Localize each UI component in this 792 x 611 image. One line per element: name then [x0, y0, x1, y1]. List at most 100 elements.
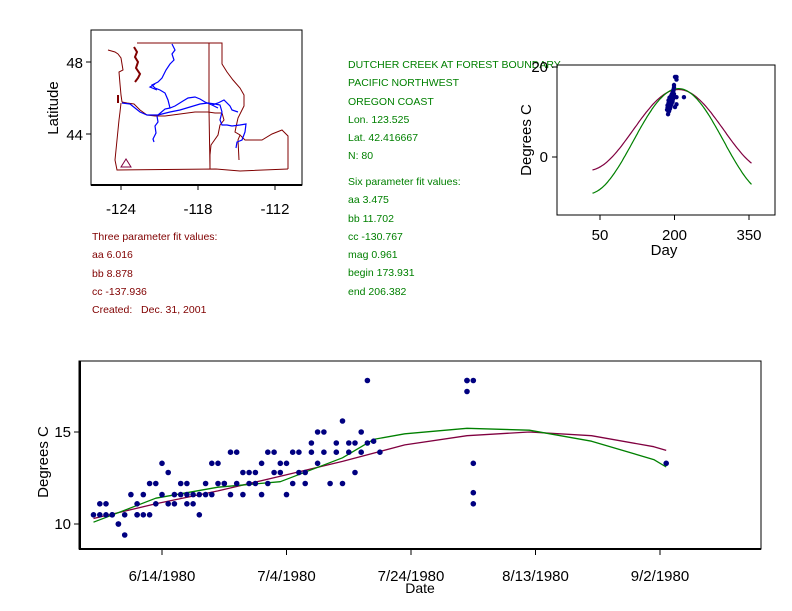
map-x-tick-label: -118 — [184, 201, 213, 218]
timeseries-data-point — [333, 440, 340, 446]
six-param-aa: aa 3.475 — [348, 194, 389, 207]
timeseries-axes: 6/14/1980 7/4/1980 7/24/1980 8/13/1980 9/2/1… — [54, 424, 689, 585]
timeseries-data-point — [258, 491, 265, 498]
timeseries-data-point — [90, 512, 97, 518]
station-lon: Lon. 123.525 — [348, 113, 410, 126]
timeseries-data-point — [202, 480, 209, 487]
timeseries-data-point — [159, 491, 165, 498]
timeseries-data-point — [184, 480, 190, 487]
timeseries-data-point — [171, 501, 178, 507]
timeseries-data-point — [346, 449, 352, 456]
timeseries-x-tick-label: 7/24/1980 — [378, 568, 445, 585]
timeseries-data-point — [202, 491, 209, 498]
timeseries-data-point — [470, 460, 477, 467]
timeseries-data-point — [171, 491, 178, 498]
timeseries-three-param-fit-curve — [93, 431, 667, 520]
timeseries-data-point — [271, 449, 277, 456]
station-region: PACIFIC NORTHWEST — [348, 77, 460, 90]
timeseries-data-point — [352, 440, 358, 446]
timeseries-points — [90, 377, 669, 538]
annual-x-tick-label: 200 — [662, 227, 687, 244]
timeseries-data-point — [289, 449, 296, 456]
timeseries-data-point — [314, 429, 321, 435]
three-param-aa: aa 6.016 — [92, 249, 133, 262]
annual-data-point — [681, 94, 687, 100]
six-param-block: Six parameter fit values: aa 3.475 bb 11… — [348, 173, 461, 301]
puget-sound — [133, 46, 142, 83]
timeseries-data-point — [121, 532, 128, 538]
timeseries-data-point — [121, 512, 128, 518]
timeseries-x-tick-label: 9/2/1980 — [631, 568, 689, 585]
timeseries-data-point — [358, 429, 365, 435]
six-param-begin: begin 173.931 — [348, 267, 415, 280]
timeseries-data-point — [321, 429, 327, 435]
timeseries-data-point — [333, 449, 340, 456]
wenatchee-tributary — [148, 83, 158, 91]
timeseries-data-point — [252, 469, 259, 476]
timeseries-y-tick-label: 15 — [54, 424, 71, 441]
timeseries-data-point — [159, 460, 165, 467]
site-marker-triangle — [120, 158, 132, 168]
timeseries-x-tick-label: 6/14/1980 — [129, 568, 196, 585]
timeseries-data-point — [296, 469, 302, 476]
timeseries-data-point — [165, 469, 171, 476]
timeseries-data-point — [153, 501, 159, 507]
created-date: Created: Dec. 31, 2001 — [92, 304, 207, 317]
timeseries-data-point — [277, 469, 284, 476]
map-y-tick-label: 44 — [66, 127, 83, 144]
timeseries-data-point — [246, 469, 252, 476]
timeseries-data-point — [233, 449, 240, 456]
annual-chart-frame — [556, 64, 776, 216]
timeseries-data-point — [115, 521, 122, 527]
state-boundaries — [107, 42, 289, 172]
yakima-tributary — [150, 43, 176, 109]
timeseries-data-point — [227, 491, 234, 498]
timeseries-x-axis-label: Date — [405, 580, 435, 596]
map-y-tick-label: 48 — [66, 55, 83, 72]
timeseries-data-point — [184, 501, 190, 507]
timeseries-y-axis-label: Degrees C — [35, 426, 52, 498]
timeseries-data-point — [165, 501, 171, 507]
station-lat: Lat. 42.416667 — [348, 132, 419, 145]
timeseries-data-point — [308, 449, 315, 456]
six-param-cc: cc -130.767 — [348, 230, 403, 243]
timeseries-data-point — [339, 418, 346, 424]
timeseries-six-param-fit-curve — [93, 427, 667, 523]
annual-data-point — [671, 82, 677, 88]
six-param-end: end 206.382 — [348, 285, 407, 298]
timeseries-data-point — [265, 480, 271, 487]
timeseries-data-point — [364, 377, 371, 384]
timeseries-data-point — [364, 440, 371, 446]
timeseries-data-point — [346, 440, 352, 446]
timeseries-data-point — [103, 512, 109, 518]
timeseries-data-point — [134, 501, 140, 507]
timeseries-curves — [93, 427, 667, 523]
timeseries-data-point — [128, 491, 134, 498]
timeseries-data-point — [663, 460, 669, 467]
timeseries-data-point — [302, 469, 309, 476]
timeseries-data-point — [97, 501, 103, 507]
timeseries-data-point — [302, 480, 309, 487]
station-info-block: DUTCHER CREEK AT FOREST BOUNDARY PACIFIC… — [348, 56, 561, 166]
map-x-tick-label: -112 — [261, 201, 290, 218]
timeseries-data-point — [109, 512, 115, 518]
timeseries-data-point — [196, 491, 203, 498]
timeseries-data-point — [97, 512, 103, 518]
timeseries-data-point — [464, 388, 470, 395]
six-param-bb: bb 11.702 — [348, 212, 394, 225]
annual-x-tick-label: 350 — [736, 227, 761, 244]
timeseries-data-point — [283, 491, 290, 498]
timeseries-y-tick-label: 10 — [54, 516, 71, 533]
idaho-boundary — [208, 43, 289, 170]
timeseries-data-point — [209, 460, 215, 467]
annual-data-point — [670, 90, 676, 96]
station-name: DUTCHER CREEK AT FOREST BOUNDARY — [348, 59, 561, 71]
annual-axes: 50 200 350 0 20 — [531, 59, 761, 244]
timeseries-data-point — [358, 449, 365, 456]
timeseries-data-point — [153, 480, 159, 487]
map-ticks — [86, 61, 276, 190]
three-param-title: Three parameter fit values: — [92, 231, 218, 243]
timeseries-data-point — [308, 440, 315, 446]
